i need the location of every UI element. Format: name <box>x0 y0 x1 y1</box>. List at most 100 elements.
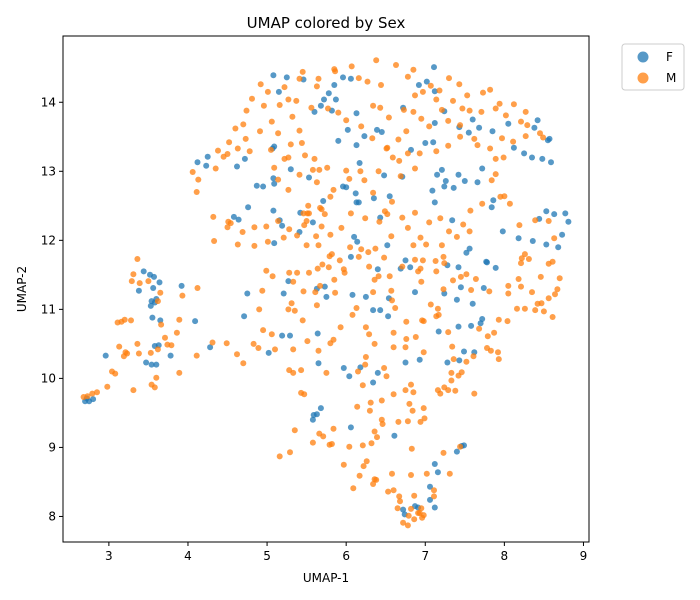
point-M-162 <box>463 271 470 278</box>
point-F-84 <box>245 204 252 211</box>
point-M-301 <box>375 168 382 175</box>
point-F-31 <box>476 124 483 131</box>
point-M-6 <box>264 88 271 95</box>
point-M-75 <box>418 505 425 512</box>
point-M-164 <box>440 286 447 293</box>
point-F-160 <box>483 258 490 265</box>
point-F-41 <box>546 135 553 142</box>
point-M-252 <box>168 342 175 349</box>
point-M-96 <box>362 354 369 360</box>
point-M-366 <box>377 104 384 111</box>
point-F-4 <box>311 108 318 115</box>
point-M-346 <box>471 135 478 142</box>
point-M-340 <box>537 130 543 137</box>
y-tick-label-8: 8 <box>48 509 56 523</box>
point-M-46 <box>306 269 312 276</box>
point-F-128 <box>444 359 451 366</box>
point-M-23 <box>275 176 282 183</box>
point-M-388 <box>397 173 404 180</box>
point-M-422 <box>470 353 477 360</box>
point-M-325 <box>364 78 371 85</box>
point-M-189 <box>419 514 426 521</box>
point-M-229 <box>268 331 275 338</box>
point-M-314 <box>220 153 227 160</box>
point-M-356 <box>369 135 376 142</box>
point-M-299 <box>389 154 396 161</box>
point-F-67 <box>386 193 393 200</box>
point-M-59 <box>291 427 298 434</box>
point-F-51 <box>529 238 536 244</box>
point-M-322 <box>315 75 322 82</box>
point-M-256 <box>158 321 165 328</box>
point-M-43 <box>331 276 338 283</box>
point-M-207 <box>366 331 373 338</box>
point-F-60 <box>450 184 457 191</box>
point-M-158 <box>432 258 439 264</box>
point-M-405 <box>326 253 333 260</box>
point-F-38 <box>529 154 535 161</box>
point-F-137 <box>340 365 347 371</box>
point-F-47 <box>565 218 572 225</box>
point-M-223 <box>286 269 293 276</box>
point-M-288 <box>347 210 354 217</box>
point-M-27 <box>316 166 323 173</box>
point-F-34 <box>510 144 517 151</box>
point-M-74 <box>400 519 407 526</box>
point-M-399 <box>275 218 282 224</box>
point-F-15 <box>344 126 351 133</box>
point-F-127 <box>435 328 442 335</box>
point-F-57 <box>479 165 486 172</box>
point-F-76 <box>287 166 294 173</box>
point-M-317 <box>189 169 196 175</box>
point-M-354 <box>395 136 402 143</box>
point-M-409 <box>399 263 406 270</box>
point-M-67 <box>385 488 392 495</box>
point-M-355 <box>383 145 390 152</box>
point-M-121 <box>504 318 511 325</box>
point-M-361 <box>308 104 315 111</box>
point-M-90 <box>371 428 378 435</box>
point-M-308 <box>296 127 303 134</box>
point-M-128 <box>554 286 561 293</box>
point-M-146 <box>492 171 499 178</box>
point-M-391 <box>370 189 377 196</box>
point-F-64 <box>431 199 438 206</box>
point-M-292 <box>399 214 406 221</box>
point-M-225 <box>263 267 270 274</box>
point-M-132 <box>525 256 532 262</box>
point-F-82 <box>260 183 267 190</box>
point-M-191 <box>415 510 422 516</box>
point-M-328 <box>404 73 411 80</box>
point-M-31 <box>305 202 312 209</box>
point-F-105 <box>347 253 354 260</box>
point-M-140 <box>545 218 552 224</box>
point-M-227 <box>256 306 263 313</box>
point-F-7 <box>325 90 332 97</box>
y-axis: 8 9 10 11 12 13 14 <box>41 95 63 523</box>
point-M-88 <box>404 418 411 425</box>
point-M-170 <box>452 387 459 394</box>
point-M-242 <box>130 387 137 394</box>
point-M-367 <box>385 114 392 121</box>
point-F-79 <box>271 180 278 187</box>
point-M-57 <box>298 367 305 374</box>
point-F-26 <box>430 139 437 146</box>
point-M-277 <box>211 238 218 244</box>
point-M-344 <box>499 135 505 142</box>
point-M-149 <box>467 207 474 214</box>
point-F-1 <box>283 74 290 81</box>
point-M-112 <box>450 356 457 363</box>
point-M-131 <box>537 273 544 280</box>
x-axis-label: UMAP-1 <box>303 571 349 585</box>
point-M-180 <box>368 440 375 447</box>
point-M-239 <box>153 374 160 381</box>
point-M-282 <box>264 238 271 245</box>
point-F-9 <box>332 96 339 103</box>
point-M-63 <box>340 461 347 468</box>
point-M-81 <box>457 443 464 450</box>
point-F-172 <box>167 352 174 359</box>
point-F-178 <box>102 352 109 359</box>
point-M-433 <box>309 439 316 446</box>
point-M-393 <box>346 175 353 182</box>
point-F-104 <box>374 266 381 273</box>
